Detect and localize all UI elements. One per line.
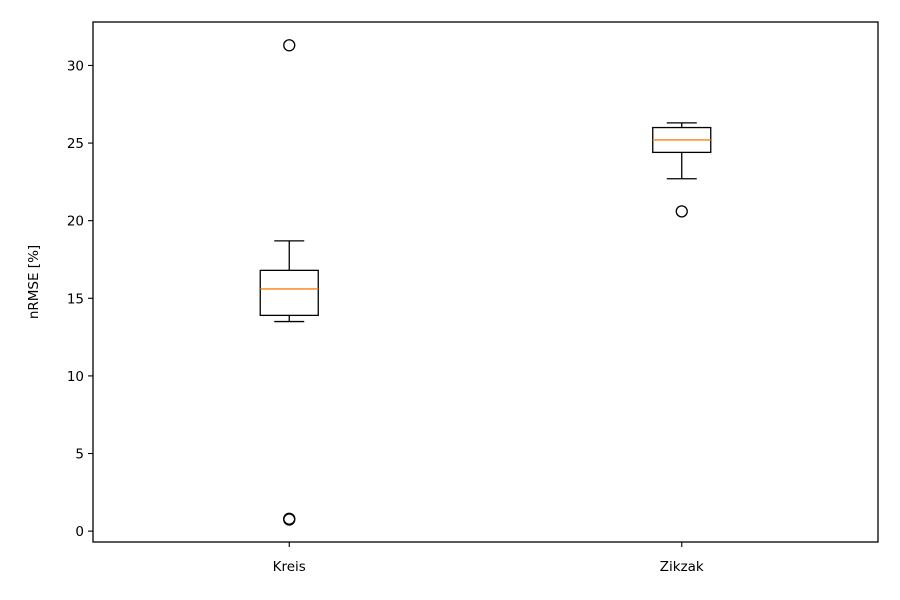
outlier-point xyxy=(675,205,688,218)
outlier-point xyxy=(283,39,296,52)
x-tick-label: Zikzak xyxy=(660,559,704,575)
y-tick-label: 0 xyxy=(75,524,84,540)
y-tick-label: 15 xyxy=(67,291,84,307)
x-tick-label: Kreis xyxy=(273,559,306,575)
y-axis: 0 5 10 15 20 25 30 xyxy=(67,58,93,540)
y-tick-label: 30 xyxy=(67,58,84,74)
box-zikzak xyxy=(652,122,712,218)
x-axis: Kreis Zikzak xyxy=(273,542,704,575)
y-tick-label: 25 xyxy=(67,136,84,152)
y-tick-label: 20 xyxy=(67,214,84,230)
box-iqr xyxy=(259,269,319,317)
y-tick-label: 5 xyxy=(75,447,84,463)
box-kreis xyxy=(259,39,319,526)
axes-frame xyxy=(92,21,879,543)
outlier-point xyxy=(283,513,296,526)
plot-area xyxy=(259,39,712,526)
y-tick-label: 10 xyxy=(67,369,84,385)
y-axis-label: nRMSE [%] xyxy=(26,245,42,319)
